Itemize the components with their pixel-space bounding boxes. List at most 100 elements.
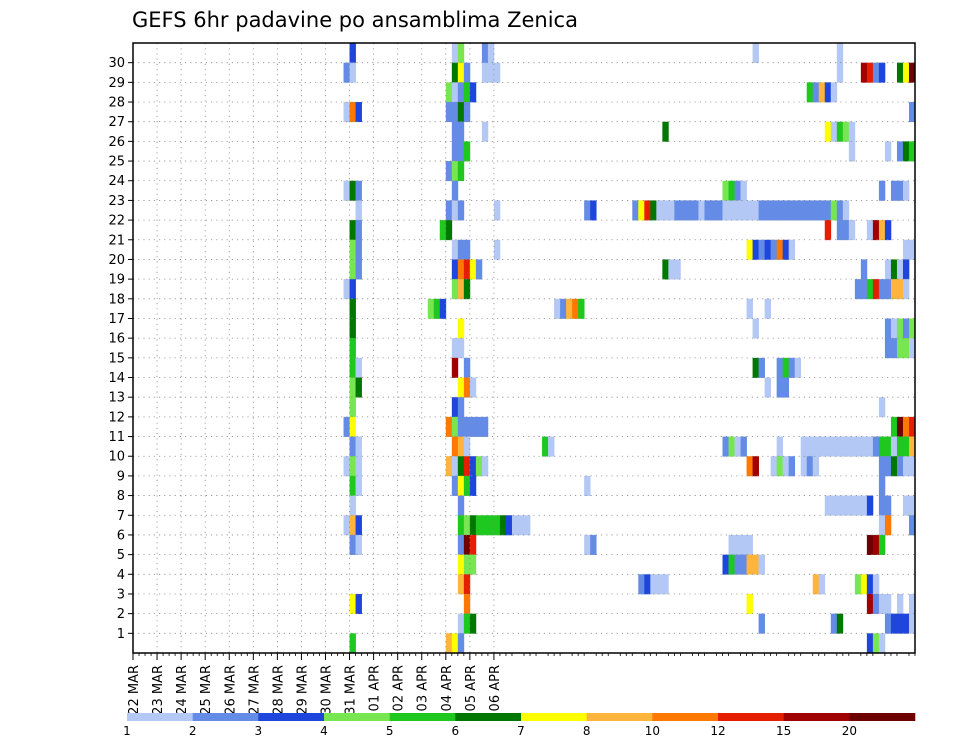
heatmap-cell [752, 456, 759, 477]
heatmap-cell [806, 82, 814, 103]
heatmap-cell [590, 200, 597, 221]
heatmap-cell [878, 515, 886, 536]
x-tick-label: 30 MAR [319, 665, 334, 715]
heatmap-cell [457, 397, 465, 418]
heatmap-cell [445, 161, 453, 182]
heatmap-cell [728, 554, 735, 575]
heatmap-cell [349, 298, 356, 319]
heatmap-cell [902, 180, 910, 201]
heatmap-cell [812, 456, 820, 477]
x-tick-label: 31 MAR [344, 665, 359, 715]
heatmap-cell [343, 62, 350, 83]
heatmap-cell [782, 377, 790, 398]
heatmap-cell [746, 534, 753, 555]
heatmap-cell [908, 239, 916, 260]
heatmap-cell [830, 613, 838, 634]
colorbar-label: 6 [452, 724, 460, 738]
y-tick-label: 30 [108, 56, 125, 71]
heatmap-cell [746, 554, 753, 575]
heatmap-cell [632, 200, 639, 221]
heatmap-cell [728, 436, 735, 457]
heatmap-cell [349, 318, 356, 339]
y-tick-label: 1 [117, 627, 125, 642]
y-tick-label: 16 [108, 332, 125, 347]
heatmap-cell [451, 141, 459, 162]
heatmap-cell [872, 220, 880, 241]
heatmap-cell [457, 43, 465, 64]
heatmap-cell [686, 200, 693, 221]
heatmap-cell [908, 338, 916, 359]
heatmap-cell [548, 436, 555, 457]
heatmap-cell [752, 200, 759, 221]
heatmap-cell [896, 593, 904, 614]
heatmap-cell [896, 436, 904, 457]
heatmap-cell [842, 495, 850, 516]
heatmap-cell [734, 180, 741, 201]
heatmap-cell [902, 456, 910, 477]
heatmap-cell [776, 200, 784, 221]
heatmap-cell [481, 416, 489, 437]
heatmap-cell [806, 436, 814, 457]
heatmap-cell [343, 456, 350, 477]
y-tick-label: 18 [108, 292, 125, 307]
heatmap-cell [584, 475, 591, 496]
heatmap-cell [493, 239, 501, 260]
heatmap-cell [842, 436, 850, 457]
x-tick-label: 24 MAR [175, 665, 190, 715]
x-tick-label: 05 APR [464, 665, 479, 711]
heatmap-cell [469, 515, 477, 536]
heatmap-cell [463, 259, 471, 280]
heatmap-cell [902, 141, 910, 162]
heatmap-cell [355, 377, 362, 398]
heatmap-cell [830, 121, 838, 142]
heatmap-cell [734, 554, 741, 575]
heatmap-cell [451, 43, 459, 64]
heatmap-cell [842, 121, 850, 142]
heatmap-cell [878, 180, 886, 201]
heatmap-cell [674, 200, 681, 221]
y-tick-label: 25 [108, 155, 125, 170]
heatmap-cell [349, 495, 356, 516]
heatmap-cell [836, 43, 844, 64]
heatmap-cell [451, 397, 459, 418]
heatmap-cell [812, 200, 820, 221]
heatmap-cell [355, 436, 362, 457]
colorbar-label: 4 [320, 724, 328, 738]
heatmap-cell [782, 456, 790, 477]
heatmap-cell [836, 613, 844, 634]
heatmap-cell [722, 554, 729, 575]
heatmap-cell [902, 239, 910, 260]
heatmap-cell [848, 121, 856, 142]
heatmap-cell [590, 534, 597, 555]
heatmap-cell [680, 200, 687, 221]
heatmap-cell [908, 102, 916, 123]
heatmap-cell [836, 220, 844, 241]
heatmap-cell [854, 279, 862, 300]
heatmap-cell [908, 416, 916, 437]
heatmap-cell [758, 357, 765, 378]
heatmap-cell [770, 239, 777, 260]
heatmap-cell [451, 416, 459, 437]
heatmap-cell [860, 436, 868, 457]
heatmap-cell [836, 436, 844, 457]
heatmap-cell [830, 200, 838, 221]
heatmap-cell [902, 62, 910, 83]
heatmap-cell [878, 593, 886, 614]
heatmap-cell [511, 515, 519, 536]
heatmap-cell [349, 416, 356, 437]
x-tick-label: 01 APR [368, 665, 383, 711]
heatmap-cell [463, 239, 471, 260]
heatmap-cell [445, 416, 453, 437]
heatmap-cell [824, 121, 832, 142]
heatmap-cell [872, 534, 880, 555]
heatmap-cell [457, 534, 465, 555]
y-tick-label: 5 [117, 548, 125, 563]
x-tick-label: 04 APR [440, 665, 455, 711]
heatmap-cell [451, 62, 459, 83]
heatmap-cell [854, 574, 862, 595]
colorbar: 1 2 3 4 5 6 7 8 10 12 15 20 [123, 713, 916, 738]
heatmap-cell [812, 82, 820, 103]
y-tick-label: 7 [117, 509, 125, 524]
heatmap-cell [692, 200, 699, 221]
